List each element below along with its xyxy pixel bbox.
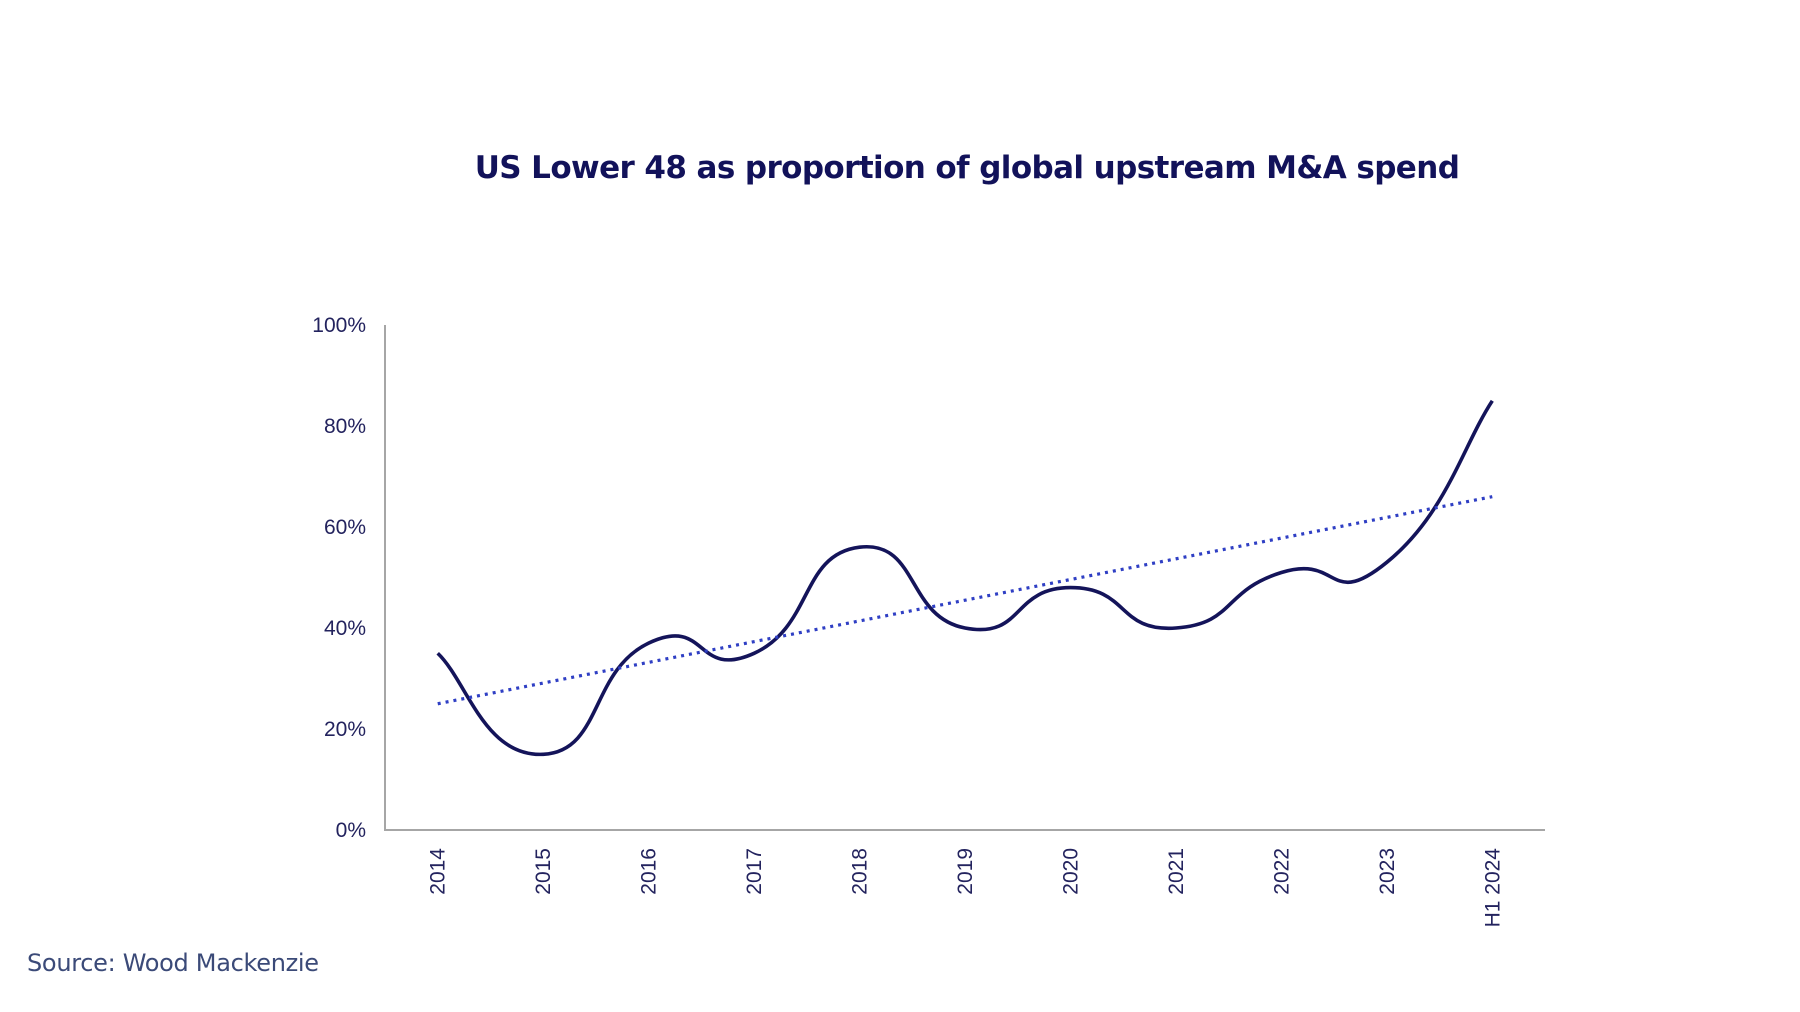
x-tick-label: 2021 bbox=[1165, 848, 1188, 895]
y-axis-tick-labels: 0% 20% 40% 60% 80% 100% bbox=[312, 314, 366, 842]
x-tick-label: 2014 bbox=[427, 848, 450, 895]
y-tick-label: 60% bbox=[324, 516, 366, 539]
series-layer bbox=[436, 399, 1494, 757]
x-tick-label: 2023 bbox=[1376, 848, 1399, 895]
trend-line bbox=[437, 495, 1493, 706]
x-tick-label: 2020 bbox=[1059, 848, 1082, 895]
x-tick-label: 2019 bbox=[954, 848, 977, 895]
series-line bbox=[436, 399, 1494, 757]
source-note: Source: Wood Mackenzie bbox=[27, 949, 319, 977]
x-tick-label: 2018 bbox=[849, 848, 872, 895]
x-axis-tick-labels: 2014 2015 2016 2017 2018 2019 2020 2021 2022 2023… bbox=[427, 848, 1505, 928]
x-tick-label: 2015 bbox=[532, 848, 555, 895]
y-tick-label: 80% bbox=[324, 415, 366, 438]
x-tick-label: 2022 bbox=[1270, 848, 1293, 895]
x-tick-label: 2017 bbox=[743, 848, 766, 895]
y-tick-label: 100% bbox=[312, 314, 366, 337]
chart-title: US Lower 48 as proportion of global upst… bbox=[474, 150, 1460, 186]
x-tick-label: H1 2024 bbox=[1481, 848, 1504, 928]
y-tick-label: 40% bbox=[324, 617, 366, 640]
y-tick-label: 0% bbox=[336, 819, 366, 842]
y-tick-label: 20% bbox=[324, 718, 366, 741]
x-tick-label: 2016 bbox=[638, 848, 661, 895]
